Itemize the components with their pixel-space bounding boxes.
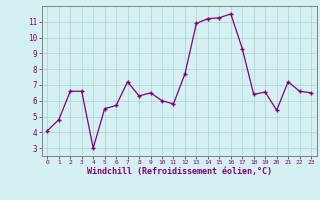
X-axis label: Windchill (Refroidissement éolien,°C): Windchill (Refroidissement éolien,°C) — [87, 167, 272, 176]
